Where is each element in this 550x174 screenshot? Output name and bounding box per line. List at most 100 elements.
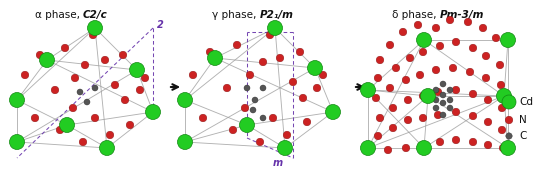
Circle shape <box>61 44 69 52</box>
Circle shape <box>389 124 397 132</box>
Circle shape <box>136 86 144 94</box>
Circle shape <box>126 121 134 129</box>
Circle shape <box>91 114 99 122</box>
Circle shape <box>307 61 322 76</box>
Circle shape <box>498 104 506 112</box>
Circle shape <box>440 92 446 98</box>
Circle shape <box>283 131 291 139</box>
Circle shape <box>260 115 266 121</box>
Circle shape <box>278 140 293 156</box>
Circle shape <box>87 21 102 35</box>
Circle shape <box>482 74 490 82</box>
Circle shape <box>31 114 39 122</box>
Circle shape <box>386 41 394 49</box>
Circle shape <box>497 89 512 104</box>
Circle shape <box>69 104 77 112</box>
Text: N: N <box>519 115 527 125</box>
Circle shape <box>484 118 492 126</box>
Text: m: m <box>273 158 283 168</box>
Circle shape <box>446 16 454 24</box>
Circle shape <box>267 21 283 35</box>
Circle shape <box>419 48 427 56</box>
Circle shape <box>21 71 29 79</box>
Circle shape <box>440 100 446 106</box>
Circle shape <box>326 105 340 120</box>
Circle shape <box>101 56 109 64</box>
Circle shape <box>434 111 442 119</box>
Circle shape <box>498 126 506 134</box>
Circle shape <box>500 140 515 156</box>
Circle shape <box>92 85 98 91</box>
Circle shape <box>466 68 474 76</box>
Circle shape <box>492 34 500 42</box>
Circle shape <box>421 89 436 104</box>
Circle shape <box>482 52 490 60</box>
Circle shape <box>129 62 145 77</box>
Circle shape <box>121 96 129 104</box>
Circle shape <box>84 99 90 105</box>
Circle shape <box>360 140 376 156</box>
Circle shape <box>141 74 149 82</box>
Circle shape <box>469 90 477 98</box>
Circle shape <box>303 118 311 126</box>
Circle shape <box>505 116 513 124</box>
Circle shape <box>241 104 249 112</box>
Circle shape <box>252 97 258 103</box>
Circle shape <box>223 84 231 92</box>
Circle shape <box>436 42 444 50</box>
Circle shape <box>40 53 54 68</box>
Circle shape <box>59 117 74 132</box>
Circle shape <box>433 87 439 93</box>
Circle shape <box>416 140 432 156</box>
Text: C: C <box>519 131 526 141</box>
Circle shape <box>299 94 307 102</box>
Circle shape <box>416 33 432 48</box>
Circle shape <box>440 112 446 118</box>
Circle shape <box>9 93 25 108</box>
Circle shape <box>250 107 256 113</box>
Circle shape <box>452 86 460 94</box>
Circle shape <box>419 114 427 122</box>
Circle shape <box>506 133 512 139</box>
Text: C2/c: C2/c <box>83 10 108 20</box>
Circle shape <box>469 44 477 52</box>
Circle shape <box>496 61 504 69</box>
Circle shape <box>100 140 114 156</box>
Circle shape <box>447 87 453 93</box>
Circle shape <box>319 71 327 79</box>
Circle shape <box>229 126 237 134</box>
Circle shape <box>313 84 321 92</box>
Circle shape <box>79 138 87 146</box>
Circle shape <box>404 116 412 124</box>
Circle shape <box>440 81 446 87</box>
Circle shape <box>402 76 410 84</box>
Circle shape <box>71 74 79 82</box>
Circle shape <box>399 28 407 36</box>
Text: δ phase,: δ phase, <box>392 10 440 20</box>
Circle shape <box>374 132 382 140</box>
Circle shape <box>502 95 516 109</box>
Circle shape <box>256 138 264 146</box>
Circle shape <box>433 97 439 103</box>
Circle shape <box>276 54 284 62</box>
Circle shape <box>452 136 460 144</box>
Circle shape <box>111 81 119 89</box>
Circle shape <box>419 141 427 149</box>
Circle shape <box>51 86 59 94</box>
Circle shape <box>433 105 439 111</box>
Circle shape <box>106 131 114 139</box>
Circle shape <box>432 66 440 74</box>
Circle shape <box>469 138 477 146</box>
Text: Cd: Cd <box>519 97 533 107</box>
Circle shape <box>416 71 424 79</box>
Circle shape <box>449 64 457 72</box>
Circle shape <box>260 85 266 91</box>
Circle shape <box>374 74 382 82</box>
Circle shape <box>77 89 83 95</box>
Circle shape <box>376 56 384 64</box>
Circle shape <box>199 114 207 122</box>
Text: α phase,: α phase, <box>35 10 83 20</box>
Circle shape <box>497 81 505 89</box>
Circle shape <box>434 88 442 96</box>
Circle shape <box>469 112 477 120</box>
